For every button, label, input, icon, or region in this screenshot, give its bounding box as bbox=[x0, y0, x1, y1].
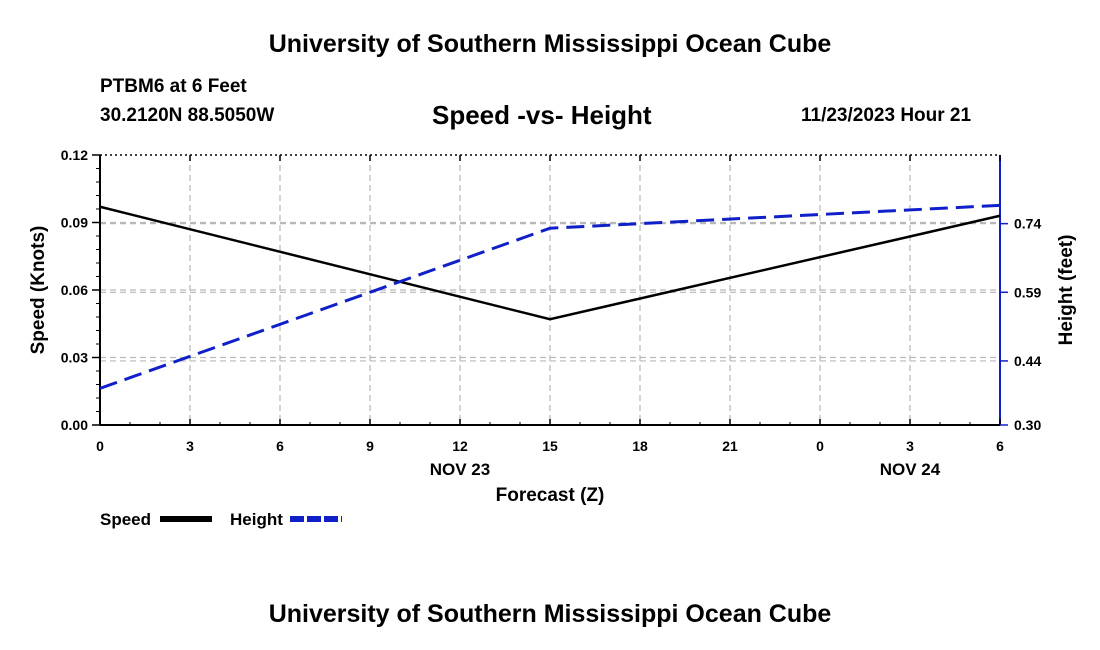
x-tick-label: 6 bbox=[276, 438, 284, 454]
y-left-tick-label: 0.03 bbox=[61, 350, 88, 366]
station-name: PTBM6 at 6 Feet bbox=[100, 76, 247, 97]
x-date-label: NOV 23 bbox=[430, 460, 490, 479]
y-left-tick-label: 0.00 bbox=[61, 417, 88, 433]
chart-title: Speed -vs- Height bbox=[432, 100, 652, 130]
legend-label-height: Height bbox=[230, 510, 283, 529]
y-left-tick-label: 0.12 bbox=[61, 147, 88, 163]
x-tick-label: 12 bbox=[452, 438, 468, 454]
x-date-label: NOV 24 bbox=[880, 460, 941, 479]
station-coordinates: 30.2120N 88.5050W bbox=[100, 105, 275, 126]
x-tick-label: 0 bbox=[96, 438, 104, 454]
x-tick-label: 6 bbox=[996, 438, 1004, 454]
x-tick-label: 3 bbox=[186, 438, 194, 454]
series-line-height bbox=[99, 203, 1001, 390]
y-right-axis-label: Height (feet) bbox=[1056, 235, 1077, 346]
y-left-axis-label: Speed (Knots) bbox=[28, 226, 49, 355]
x-tick-label: 0 bbox=[816, 438, 824, 454]
x-tick-label: 18 bbox=[632, 438, 648, 454]
y-right-tick-label: 0.44 bbox=[1014, 353, 1041, 369]
y-left-tick-label: 0.06 bbox=[61, 282, 88, 298]
x-axis-label: Forecast (Z) bbox=[496, 485, 605, 506]
y-left-tick-label: 0.09 bbox=[61, 215, 88, 231]
x-tick-label: 3 bbox=[906, 438, 914, 454]
footer-title: University of Southern Mississippi Ocean… bbox=[268, 600, 832, 628]
x-tick-label: 15 bbox=[542, 438, 558, 454]
forecast-datetime: 11/23/2023 Hour 21 bbox=[801, 105, 972, 126]
x-tick-label: 9 bbox=[366, 438, 374, 454]
legend-label-speed: Speed bbox=[100, 510, 151, 529]
y-right-tick-label: 0.59 bbox=[1014, 284, 1041, 300]
main-title: University of Southern Mississippi Ocean… bbox=[268, 30, 832, 58]
x-tick-label: 21 bbox=[722, 438, 738, 454]
y-right-tick-label: 0.30 bbox=[1014, 417, 1041, 433]
y-right-tick-label: 0.74 bbox=[1014, 216, 1041, 232]
series-line-speed bbox=[99, 205, 1001, 321]
